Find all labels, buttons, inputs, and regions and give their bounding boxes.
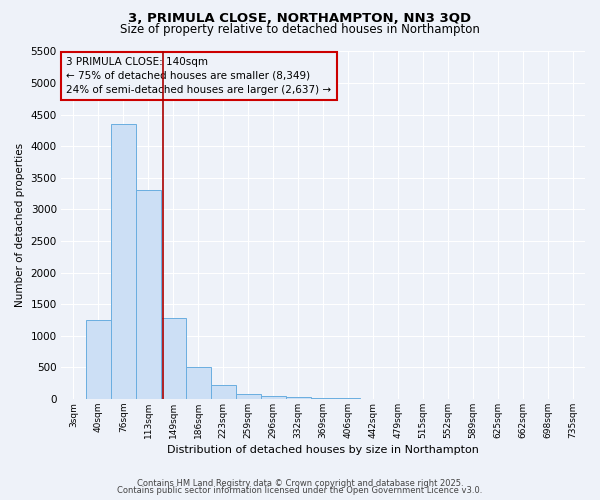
Bar <box>211 386 236 399</box>
Bar <box>260 396 286 399</box>
Bar <box>236 394 260 399</box>
Bar <box>186 368 211 399</box>
Bar <box>86 320 111 399</box>
Bar <box>136 190 161 399</box>
Bar <box>311 398 335 399</box>
Text: Contains HM Land Registry data © Crown copyright and database right 2025.: Contains HM Land Registry data © Crown c… <box>137 478 463 488</box>
X-axis label: Distribution of detached houses by size in Northampton: Distribution of detached houses by size … <box>167 445 479 455</box>
Bar <box>335 398 361 399</box>
Bar <box>111 124 136 399</box>
Text: Size of property relative to detached houses in Northampton: Size of property relative to detached ho… <box>120 22 480 36</box>
Bar <box>161 318 186 399</box>
Text: 3, PRIMULA CLOSE, NORTHAMPTON, NN3 3QD: 3, PRIMULA CLOSE, NORTHAMPTON, NN3 3QD <box>128 12 472 26</box>
Y-axis label: Number of detached properties: Number of detached properties <box>15 143 25 308</box>
Bar <box>286 397 311 399</box>
Text: 3 PRIMULA CLOSE: 140sqm
← 75% of detached houses are smaller (8,349)
24% of semi: 3 PRIMULA CLOSE: 140sqm ← 75% of detache… <box>66 56 331 94</box>
Text: Contains public sector information licensed under the Open Government Licence v3: Contains public sector information licen… <box>118 486 482 495</box>
